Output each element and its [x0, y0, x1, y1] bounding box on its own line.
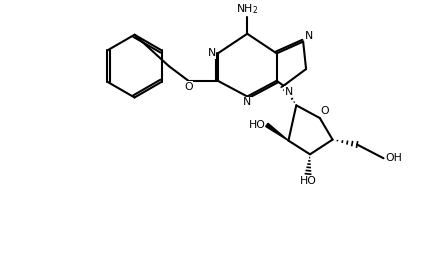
Text: HO: HO	[300, 176, 316, 186]
Text: HO: HO	[249, 120, 266, 130]
Text: NH$_2$: NH$_2$	[236, 2, 258, 16]
Text: O: O	[184, 82, 193, 92]
Text: N: N	[208, 48, 216, 58]
Text: OH: OH	[385, 153, 402, 163]
Text: N: N	[305, 31, 314, 40]
Polygon shape	[266, 123, 289, 141]
Text: N: N	[243, 97, 252, 107]
Text: N: N	[284, 87, 293, 97]
Text: O: O	[321, 106, 330, 116]
